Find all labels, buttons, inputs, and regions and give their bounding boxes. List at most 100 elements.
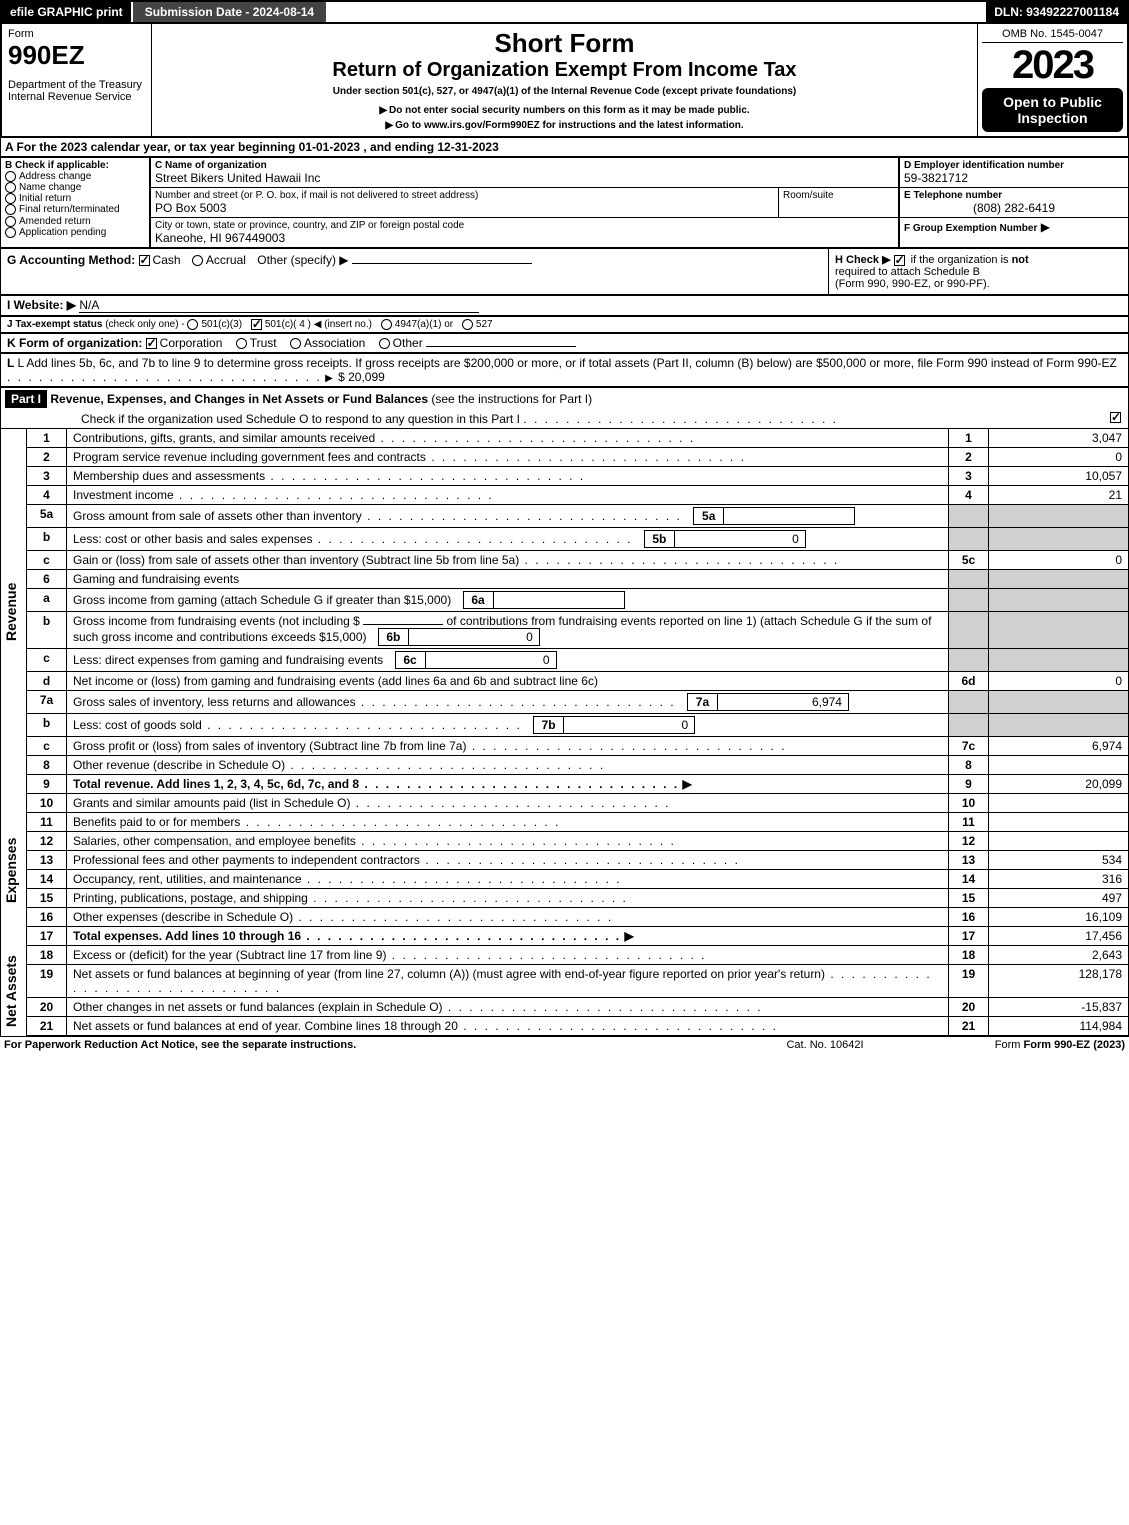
line-17: 17Total expenses. Add lines 10 through 1… [26,927,1129,946]
other-specify-input[interactable] [352,263,532,264]
netassets-vlabel: Net Assets [0,946,26,1036]
org-info-block: B Check if applicable: Address change Na… [0,157,1129,248]
dept-irs: Internal Revenue Service [8,91,145,103]
section-i: I Website: ▶ N/A [0,295,1129,316]
line-2-amount: 0 [988,448,1128,466]
section-h: H Check ▶ if the organization is not req… [828,249,1128,294]
line-13-amount: 534 [988,851,1128,869]
efile-label[interactable]: efile GRAPHIC print [2,2,131,22]
line-1-amount: 3,047 [988,429,1128,447]
section-j: J Tax-exempt status (check only one) - 5… [0,316,1129,333]
group-exemption-label: F Group Exemption Number [904,223,1037,234]
footer: For Paperwork Reduction Act Notice, see … [0,1036,1129,1053]
line-6d-amount: 0 [988,672,1128,690]
paperwork-notice: For Paperwork Reduction Act Notice, see … [4,1039,725,1051]
line-18-amount: 2,643 [988,946,1128,964]
line-17-amount: 17,456 [988,927,1128,945]
goto-link[interactable]: Go to www.irs.gov/Form990EZ for instruct… [395,120,744,131]
line-9-amount: 20,099 [988,775,1128,793]
part-1-header: Part I Revenue, Expenses, and Changes in… [0,387,1129,429]
org-city: Kaneohe, HI 967449003 [155,231,894,245]
line-4: 4Investment income421 [26,486,1129,505]
arrow-icon: ▶ [1041,220,1050,234]
form-number: 990EZ [8,40,145,71]
501c-checkbox[interactable] [251,319,262,330]
ein-value: 59-3821712 [904,171,1124,185]
line-15-amount: 497 [988,889,1128,907]
arrow-icon [325,370,335,384]
section-l: L L Add lines 5b, 6c, and 7b to line 9 t… [0,353,1129,387]
form-header: Form 990EZ Department of the Treasury In… [0,24,1129,137]
ein-label: D Employer identification number [904,160,1124,171]
topbar: efile GRAPHIC print Submission Date - 20… [0,0,1129,24]
corporation-checkbox[interactable] [146,338,157,349]
expenses-vlabel: Expenses [0,794,26,946]
section-b: B Check if applicable: Address change Na… [0,157,150,248]
line-8-amount [988,756,1128,774]
dept-treasury: Department of the Treasury [8,79,145,91]
org-street: PO Box 5003 [155,201,774,215]
line-14-amount: 316 [988,870,1128,888]
line-16: 16Other expenses (describe in Schedule O… [26,908,1129,927]
line-12-amount [988,832,1128,850]
arrow-icon [385,120,395,131]
section-a: A For the 2023 calendar year, or tax yea… [0,137,1129,157]
under-section: Under section 501(c), 527, or 4947(a)(1)… [156,86,973,97]
website-value: N/A [79,298,479,313]
line-20: 20Other changes in net assets or fund ba… [26,998,1129,1017]
open-to-public: Open to Public Inspection [982,88,1123,132]
name-change-radio[interactable] [5,182,16,193]
4947-radio[interactable] [381,319,392,330]
other-org-radio[interactable] [379,338,390,349]
short-form-title: Short Form [156,28,973,59]
line-21: 21Net assets or fund balances at end of … [26,1017,1129,1036]
phone-value: (808) 282-6419 [904,201,1124,215]
initial-return-radio[interactable] [5,193,16,204]
schedule-o-checkbox[interactable] [1110,412,1121,423]
phone-label: E Telephone number [904,190,1124,201]
application-pending-radio[interactable] [5,227,16,238]
line-20-amount: -15,837 [988,998,1128,1016]
revenue-section: Revenue 1Contributions, gifts, grants, a… [0,429,1129,794]
other-org-input[interactable] [426,346,576,347]
tax-year: 2023 [982,43,1123,88]
accrual-radio[interactable] [192,255,203,266]
dln: DLN: 93492227001184 [986,2,1127,22]
line-4-amount: 21 [988,486,1128,504]
gross-receipts: $ 20,099 [338,370,385,384]
line-14: 14Occupancy, rent, utilities, and mainte… [26,870,1129,889]
line-19: 19Net assets or fund balances at beginni… [26,965,1129,998]
section-k: K Form of organization: Corporation Trus… [0,333,1129,353]
form-footer-label: Form Form 990-EZ (2023) [925,1039,1125,1051]
line-16-amount: 16,109 [988,908,1128,926]
amended-return-radio[interactable] [5,216,16,227]
section-c: C Name of organization Street Bikers Uni… [150,157,899,248]
org-name: Street Bikers United Hawaii Inc [155,171,894,185]
line-10-amount [988,794,1128,812]
schedule-b-checkbox[interactable] [894,255,905,266]
line-3-amount: 10,057 [988,467,1128,485]
501c3-radio[interactable] [187,319,198,330]
cash-checkbox[interactable] [139,255,150,266]
return-title: Return of Organization Exempt From Incom… [156,59,973,82]
arrow-icon [379,105,389,116]
netassets-section: Net Assets 18Excess or (deficit) for the… [0,946,1129,1036]
final-return-radio[interactable] [5,204,16,215]
trust-radio[interactable] [236,338,247,349]
address-change-radio[interactable] [5,171,16,182]
line-21-amount: 114,984 [988,1017,1128,1035]
line-13: 13Professional fees and other payments t… [26,851,1129,870]
line-11-amount [988,813,1128,831]
section-g-h: G Accounting Method: Cash Accrual Other … [0,248,1129,295]
association-radio[interactable] [290,338,301,349]
line-19-amount: 128,178 [988,965,1128,997]
revenue-vlabel: Revenue [0,429,26,794]
line-18: 18Excess or (deficit) for the year (Subt… [26,946,1129,965]
part-1-label: Part I [5,390,47,408]
form-label: Form [8,28,145,40]
527-radio[interactable] [462,319,473,330]
line-1: 1Contributions, gifts, grants, and simil… [26,429,1129,448]
submission-date: Submission Date - 2024-08-14 [131,2,328,22]
contrib-amount-input[interactable] [363,624,443,625]
room-suite-label: Room/suite [778,188,898,217]
